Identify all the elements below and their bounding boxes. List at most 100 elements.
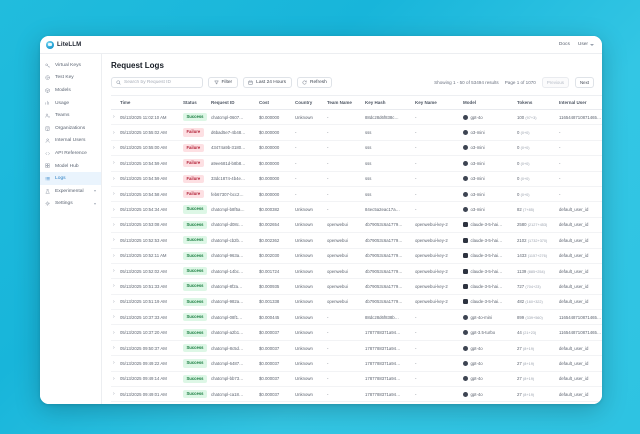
model-name: gpt-4o [470,114,483,120]
table-row[interactable]: ›05/13/2025 09:48:39 AMSuccesschatcmpl-b… [111,401,602,404]
row-expand-button[interactable]: › [111,217,120,234]
previous-page-button[interactable]: Previous [541,77,569,88]
table-row[interactable]: › 05/13/2025 10:37:20 AM Success chatcmpl-a… [111,324,602,341]
column-header-time[interactable]: Time [120,96,183,110]
tokens-breakdown: (7+85) [522,208,535,213]
sidebar-item-organizations[interactable]: Organizations [40,122,101,135]
sidebar-item-virtual-keys[interactable]: Virtual Keys [40,59,101,72]
sidebar-item-logs[interactable]: Logs [40,172,101,185]
table-row[interactable]: › 05/13/2025 09:50:37 AM Success chatcmpl-8… [111,340,602,357]
brand-logo[interactable]: LiteLLM [46,40,82,49]
row-expand-button[interactable]: › [111,278,120,295]
tokens-breakdown: (8+19) [522,346,535,351]
column-header-tokens[interactable]: Tokens [517,96,559,110]
row-expand-button[interactable]: › [111,309,120,326]
table-row[interactable]: › 05/13/2025 10:55:02 AM Failure d6bad5e7-4… [111,124,602,141]
table-row[interactable]: › 05/13/2025 09:49:22 AM Success chatcmpl-6… [111,355,602,372]
sidebar-item-api-reference[interactable]: API Reference [40,147,101,160]
chevron-down-icon[interactable] [94,190,96,193]
search-input[interactable] [124,80,198,85]
user-menu[interactable]: User [578,42,594,47]
column-header-request-id[interactable]: Request ID [211,96,259,110]
tokens-breakdown: (21+23) [522,331,537,336]
table-row[interactable]: › 05/13/2025 11:02:10 AM Success chatcmpl-0… [111,109,602,126]
row-expand-button[interactable]: › [111,401,120,404]
cell-cost: $0.000935 [259,278,295,295]
row-expand-button[interactable]: › [111,386,120,403]
sidebar-item-test-key[interactable]: Test Key [40,72,101,85]
row-expand-button[interactable]: › [111,248,120,264]
table-row[interactable]: › 05/13/2025 10:52:53 AM Success chatcmpl-c… [111,232,602,249]
column-header-key-hash[interactable]: Key Hash [365,96,415,110]
table-row[interactable]: › 05/13/2025 10:54:59 AM Failure 33dc1874-4… [111,171,602,187]
sidebar-item-internal-users[interactable]: Internal Users [40,135,101,148]
date-range-button[interactable]: Last 24 Hours [242,77,292,88]
sidebar-item-experimental[interactable]: Experimental [40,185,101,198]
column-header-internal-user[interactable]: Internal User [559,96,602,110]
column-header-status[interactable]: Status [183,96,211,110]
sidebar-item-usage[interactable]: Usage [40,97,101,110]
filter-button[interactable]: Filter [208,77,238,88]
row-expand-button[interactable]: › [111,171,120,187]
brand-name: LiteLLM [57,41,82,48]
sidebar-item-models[interactable]: Models [40,84,101,97]
tokens-total: 27 [517,360,522,366]
row-expand-button[interactable]: › [111,140,120,157]
table-row[interactable]: › 05/13/2025 10:54:59 AM Failure a9ee681d-b… [111,155,602,172]
row-expand-button[interactable]: › [111,371,120,388]
column-header-country[interactable]: Country [295,96,327,110]
table-row[interactable]: › 05/13/2025 09:49:01 AM Success chatcmpl-c… [111,386,602,403]
column-header-key-name[interactable]: Key Name [415,96,463,110]
row-expand-button[interactable]: › [111,155,120,172]
column-header-cost[interactable]: Cost [259,96,295,110]
cell-model: o3-mini [463,124,517,141]
table-row[interactable]: › 05/13/2025 10:37:33 AM Success chatcmpl-0… [111,309,602,326]
sidebar-item-label: Experimental [55,188,84,194]
table-row[interactable]: › 05/13/2025 10:54:34 AM Success chatcmpl-b… [111,201,602,218]
chevron-down-icon[interactable] [94,202,96,205]
results-count: Showing 1 - 50 of 53494 results [434,80,499,85]
table-row[interactable]: › 05/13/2025 10:55:00 AM Failure 43474a9b-3… [111,140,602,157]
column-header-model[interactable]: Model [463,96,517,110]
row-expand-button[interactable]: › [111,124,120,141]
cell-team-name: - [327,340,365,357]
row-expand-button[interactable]: › [111,201,120,218]
tokens-breakdown: (2127+453) [527,223,548,228]
sidebar-item-teams[interactable]: Teams [40,109,101,122]
logs-table-container[interactable]: Time Status Request ID Cost Country Team Name… [111,95,602,404]
docs-link[interactable]: Docs [558,42,570,47]
cell-key-name: - [415,155,463,172]
cell-key-name: - [415,401,463,404]
row-expand-button[interactable]: › [111,186,120,203]
users-icon [45,113,51,119]
row-expand-button[interactable]: › [111,109,120,126]
column-header-expand[interactable] [111,96,120,110]
row-expand-button[interactable]: › [111,340,120,357]
table-row[interactable]: › 05/13/2025 10:54:58 AM Failure feb67307-b… [111,186,602,203]
model-name: gpt-4o [470,391,483,397]
column-header-team-name[interactable]: Team Name [327,96,365,110]
row-expand-button[interactable]: › [111,263,120,280]
cell-country: - [295,171,327,187]
next-page-button[interactable]: Next [574,77,594,88]
refresh-button[interactable]: Refresh [296,77,333,88]
cell-key-hash: 4b79053c6a1779… [365,232,415,249]
cell-key-hash: 4b79053c6a1779… [365,278,415,295]
table-row[interactable]: › 05/13/2025 10:51:19 AM Success chatcmpl-9… [111,294,602,311]
table-row[interactable]: › 05/13/2025 10:52:11 AM Success chatcmpl-9… [111,248,602,264]
table-row[interactable]: › 05/13/2025 09:49:14 AM Success chatcmpl-b… [111,371,602,388]
chevron-right-icon: › [113,252,115,259]
logs-table-head: Time Status Request ID Cost Country Team Name… [111,96,602,110]
cell-team-name: - [327,186,365,203]
sidebar-item-model-hub[interactable]: Model Hub [40,160,101,173]
search-box[interactable] [111,77,203,88]
row-expand-button[interactable]: › [111,355,120,372]
row-expand-button[interactable]: › [111,324,120,341]
table-row[interactable]: › 05/13/2025 10:51:33 AM Success chatcmpl-8… [111,278,602,295]
table-row[interactable]: › 05/13/2025 10:52:02 AM Success chatcmpl-1… [111,263,602,280]
cell-status: Success [183,371,211,388]
row-expand-button[interactable]: › [111,294,120,311]
sidebar-item-settings[interactable]: Settings [40,198,101,211]
table-row[interactable]: › 05/13/2025 10:53:08 AM Success chatcmpl-d… [111,217,602,234]
row-expand-button[interactable]: › [111,232,120,249]
